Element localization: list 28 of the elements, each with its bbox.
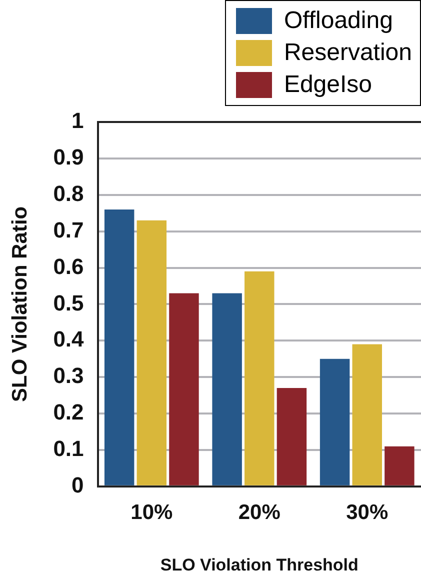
y-tick-label: 0.2 [53,400,84,425]
bar [276,388,307,486]
bar [352,344,382,486]
y-tick-label: 0.4 [53,326,85,352]
y-tick-label: 0.1 [53,436,84,462]
y-tick-label: 0.3 [53,363,84,388]
y-tick-label: 0.7 [53,217,84,242]
x-tick-label: 20% [238,500,281,524]
y-tick-label: 0.6 [53,254,84,279]
bar [136,220,167,486]
y-tick-label: 0.5 [53,290,84,316]
bar [384,446,414,486]
x-axis-title: SLO Violation Threshold [160,555,358,574]
bar [320,358,350,486]
bar [104,209,134,486]
x-tick-label: 30% [346,500,388,524]
bar [212,293,242,486]
x-tick-label: 10% [130,500,173,524]
bar [244,271,274,486]
legend-label: Reservation [284,38,412,68]
y-axis-title: SLO Violation Ratio [8,206,32,402]
y-tick-label: 0.8 [53,180,84,206]
legend-label: Offloading [284,6,393,36]
y-tick-label: 0 [72,472,84,498]
legend-label: EdgeIso [284,70,372,100]
y-tick-label: 1 [72,108,84,134]
y-tick-label: 0.9 [53,144,84,170]
bar [169,293,199,486]
